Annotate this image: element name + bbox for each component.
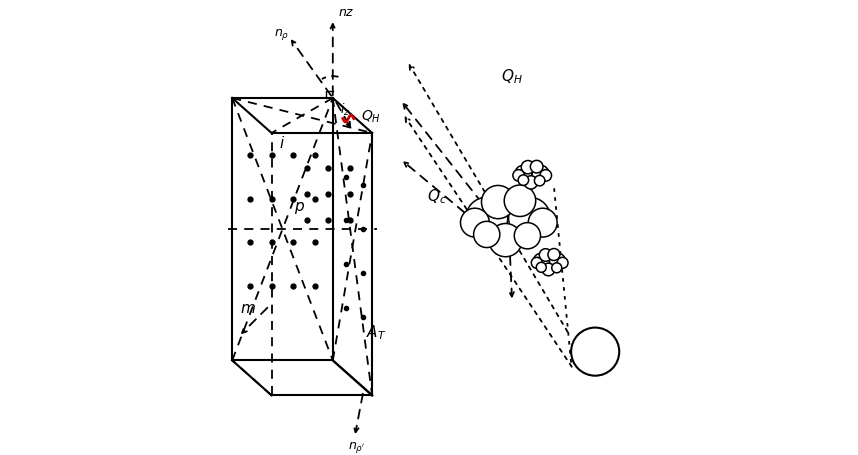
Circle shape (466, 198, 508, 240)
Circle shape (524, 177, 538, 190)
Circle shape (540, 249, 552, 262)
Text: $p$: $p$ (294, 200, 305, 216)
Circle shape (532, 166, 549, 182)
Text: $n_\rho$: $n_\rho$ (274, 27, 289, 41)
Circle shape (513, 170, 524, 182)
Text: $Q_c$: $Q_c$ (426, 187, 446, 206)
Circle shape (522, 165, 542, 186)
Circle shape (514, 223, 541, 249)
Circle shape (540, 170, 552, 182)
Text: $Q_H$: $Q_H$ (501, 67, 523, 86)
Circle shape (489, 224, 523, 257)
Circle shape (515, 166, 532, 182)
Circle shape (536, 263, 547, 273)
Circle shape (557, 258, 568, 269)
Circle shape (481, 195, 534, 247)
Circle shape (518, 176, 529, 186)
Text: $i$: $i$ (280, 134, 286, 151)
Circle shape (529, 209, 557, 238)
Text: $i_z$: $i_z$ (341, 101, 350, 117)
Text: $nz$: $nz$ (338, 6, 354, 19)
Circle shape (531, 258, 542, 269)
Circle shape (522, 161, 535, 174)
Circle shape (548, 249, 560, 261)
Circle shape (461, 209, 489, 238)
Circle shape (550, 253, 565, 269)
Text: $A_T$: $A_T$ (366, 323, 386, 341)
Circle shape (535, 176, 545, 187)
Circle shape (509, 198, 551, 240)
Circle shape (552, 263, 562, 273)
Circle shape (534, 253, 549, 269)
Text: $m$: $m$ (239, 301, 256, 316)
Circle shape (542, 263, 555, 276)
Circle shape (530, 161, 543, 173)
Circle shape (474, 222, 500, 248)
Circle shape (481, 186, 515, 219)
Circle shape (540, 253, 559, 273)
Text: $n_{\rho'}$: $n_{\rho'}$ (348, 439, 366, 454)
Text: $Q_H$: $Q_H$ (361, 109, 381, 125)
Circle shape (505, 186, 535, 217)
